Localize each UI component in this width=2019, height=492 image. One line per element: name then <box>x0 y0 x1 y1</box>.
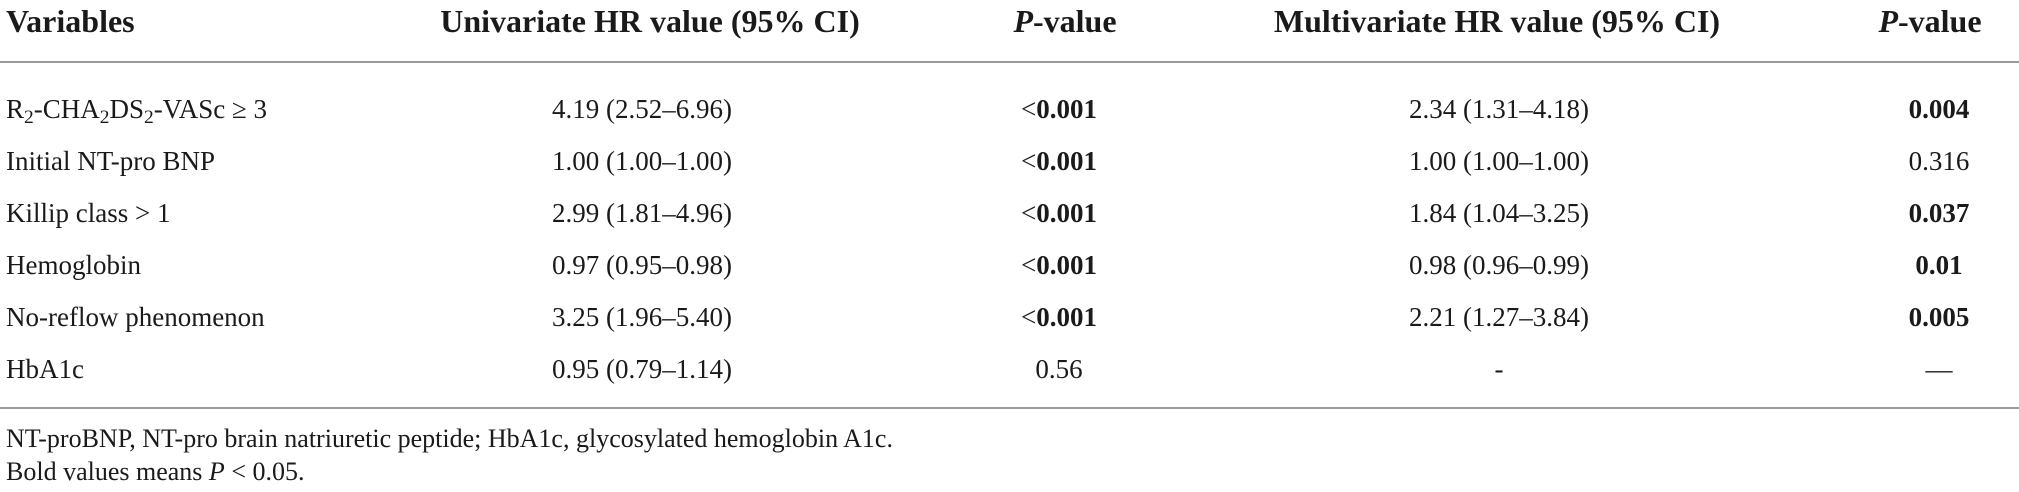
univariate-p: <0.001 <box>1021 188 1097 238</box>
multivariate-hr: 1.84 (1.04–3.25) <box>1409 198 1589 228</box>
table-row: Hemoglobin 0.97 (0.95–0.98) <0.001 0.98 … <box>0 240 2019 290</box>
footnote-text: < 0.05. <box>224 457 305 486</box>
var-text: -VASc ≥ 3 <box>153 94 268 124</box>
table-row: R2-CHA2DS2-VASc ≥ 3 4.19 (2.52–6.96) <0.… <box>0 84 2019 134</box>
footnote-p: P <box>208 457 225 486</box>
var-subscript: 2 <box>24 106 34 128</box>
multivariate-hr: 2.21 (1.27–3.84) <box>1409 302 1589 332</box>
header-p-value-1: P-value <box>1013 0 1116 46</box>
univariate-p: <0.001 <box>1021 292 1097 342</box>
lt-sign: < <box>1021 146 1037 176</box>
multivariate-p: — <box>1925 354 1953 384</box>
variable-cell: HbA1c <box>6 354 84 384</box>
univariate-p: <0.001 <box>1021 136 1097 186</box>
header-p-italic: P <box>1013 3 1033 39</box>
footnote-text: Bold values means <box>6 457 209 486</box>
multivariate-hr: - <box>1494 354 1504 384</box>
bottom-rule <box>0 407 2019 409</box>
univariate-p: 0.56 <box>1035 354 1083 384</box>
variable-cell: Killip class > 1 <box>6 198 171 228</box>
header-p-suffix: -value <box>1033 3 1117 39</box>
multivariate-p: 0.005 <box>1908 302 1970 332</box>
header-p-value-2: P-value <box>1878 0 1981 46</box>
footnote-bold-meaning: Bold values means P < 0.05. <box>6 457 304 487</box>
univariate-hr: 2.99 (1.81–4.96) <box>552 198 732 228</box>
p-value: 0.001 <box>1036 302 1097 332</box>
var-text: R <box>6 94 25 124</box>
var-subscript: 2 <box>143 106 154 128</box>
table-row: No-reflow phenomenon 3.25 (1.96–5.40) <0… <box>0 292 2019 342</box>
header-p-italic: P <box>1878 3 1898 39</box>
variable-cell: No-reflow phenomenon <box>6 302 265 332</box>
univariate-hr: 4.19 (2.52–6.96) <box>552 94 732 124</box>
multivariate-hr: 0.98 (0.96–0.99) <box>1409 250 1589 280</box>
var-text: -CHA <box>33 94 100 124</box>
variable-cell: R2-CHA2DS2-VASc ≥ 3 <box>6 84 267 134</box>
univariate-p: <0.001 <box>1021 84 1097 134</box>
table-row: Initial NT-pro BNP 1.00 (1.00–1.00) <0.0… <box>0 136 2019 186</box>
multivariate-p: 0.316 <box>1908 146 1970 176</box>
footnote-abbreviations: NT-proBNP, NT-pro brain natriuretic pept… <box>6 424 893 453</box>
univariate-hr: 0.95 (0.79–1.14) <box>552 354 732 384</box>
lt-sign: < <box>1021 198 1037 228</box>
table-header-row: Variables Univariate HR value (95% CI) P… <box>0 0 2019 46</box>
multivariate-hr: 2.34 (1.31–4.18) <box>1409 94 1589 124</box>
multivariate-p: 0.037 <box>1908 198 1970 228</box>
var-subscript: 2 <box>99 106 110 128</box>
p-value: 0.001 <box>1036 250 1097 280</box>
univariate-hr: 1.00 (1.00–1.00) <box>552 146 732 176</box>
multivariate-hr: 1.00 (1.00–1.00) <box>1409 146 1589 176</box>
variable-cell: Hemoglobin <box>6 250 141 280</box>
univariate-p: <0.001 <box>1021 240 1097 290</box>
variable-cell: Initial NT-pro BNP <box>6 146 215 176</box>
univariate-hr: 0.97 (0.95–0.98) <box>552 250 732 280</box>
p-value: 0.001 <box>1036 94 1097 124</box>
table-row: HbA1c 0.95 (0.79–1.14) 0.56 - — <box>0 344 2019 394</box>
p-value: 0.001 <box>1036 146 1097 176</box>
multivariate-p: 0.01 <box>1915 250 1963 280</box>
header-univariate: Univariate HR value (95% CI) <box>440 3 860 39</box>
header-multivariate: Multivariate HR value (95% CI) <box>1273 3 1721 39</box>
lt-sign: < <box>1021 302 1037 332</box>
lt-sign: < <box>1021 94 1037 124</box>
multivariate-p: 0.004 <box>1908 94 1970 124</box>
p-value: 0.001 <box>1036 198 1097 228</box>
header-variables: Variables <box>6 3 135 39</box>
table-row: Killip class > 1 2.99 (1.81–4.96) <0.001… <box>0 188 2019 238</box>
lt-sign: < <box>1021 250 1037 280</box>
header-p-suffix: -value <box>1898 3 1982 39</box>
header-rule <box>0 61 2019 63</box>
univariate-hr: 3.25 (1.96–5.40) <box>552 302 732 332</box>
var-text: DS <box>109 94 144 124</box>
